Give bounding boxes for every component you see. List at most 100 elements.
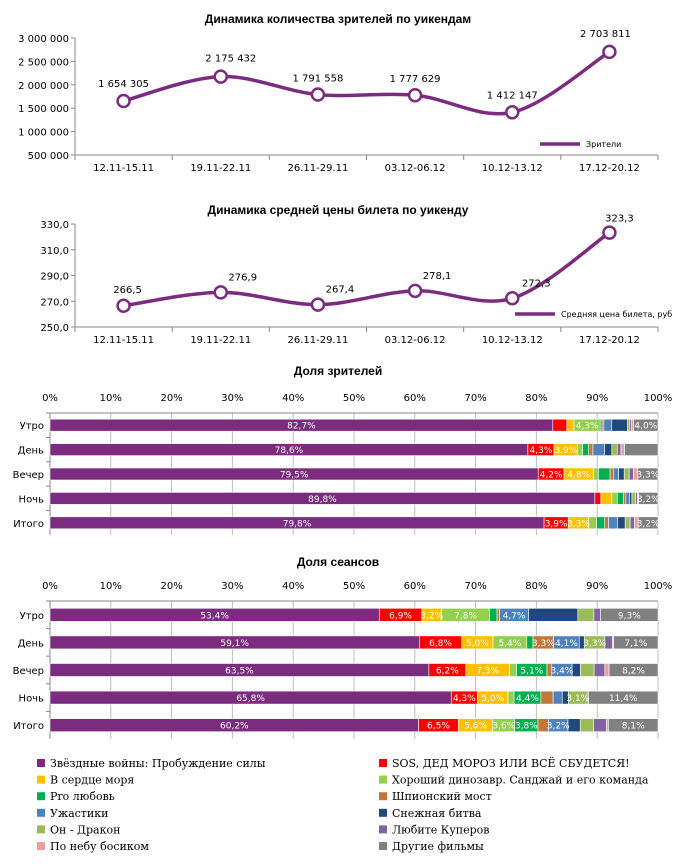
bar-segment [609, 467, 615, 481]
legend-swatch [379, 775, 387, 784]
legend-swatch [379, 825, 387, 834]
data-label: 1 791 558 [292, 74, 343, 85]
x-tick-label: 80% [525, 393, 547, 404]
category-label: Итого [13, 721, 44, 732]
bar-segment [629, 516, 635, 530]
legend-label: SOS, ДЕД МОРОЗ ИЛИ ВСЁ СБУДЕТСЯ! [392, 756, 630, 770]
data-label: 3,9% [545, 519, 568, 529]
data-label: 3,9% [554, 446, 577, 456]
x-tick-label: 50% [343, 393, 365, 404]
x-tick-label: 0% [42, 581, 58, 592]
bar-segment [598, 467, 611, 481]
legend-label: По небу босиком [50, 840, 149, 853]
bar-segment [611, 418, 628, 432]
viewers-line-chart: Динамика количества зрителей по уикендам… [18, 12, 659, 174]
x-tick-label: 10.12-13.12 [482, 163, 543, 174]
data-label: 8,2% [622, 667, 645, 677]
bar-segment [600, 492, 613, 505]
bar-segment [637, 467, 659, 481]
data-label: 3,3% [532, 639, 555, 649]
x-tick-label: 0% [42, 393, 58, 404]
bar-segment [608, 663, 659, 677]
legend-label: Хороший динозавр. Санджай и его команда [392, 774, 649, 787]
data-label: 7,3% [476, 667, 499, 677]
legend-swatch [379, 808, 387, 817]
data-label: 3,3% [567, 519, 590, 529]
bar-segment [608, 516, 619, 530]
chart-title: Динамика средней цены билета по уикенду [208, 203, 469, 217]
y-tick-label: 2 000 000 [18, 81, 69, 92]
data-label: 4,7% [503, 611, 526, 621]
x-tick-label: 90% [586, 581, 608, 592]
data-label: 8,1% [622, 722, 645, 732]
x-tick-label: 03.12-06.12 [385, 163, 446, 174]
legend-swatch [37, 759, 45, 767]
data-label: 9,3% [618, 611, 641, 621]
bar-segment [588, 690, 659, 705]
bar-segment [630, 418, 634, 432]
data-label: 78,6% [275, 446, 304, 456]
legend-label: Звёздные войны: Пробуждение силы [50, 757, 266, 770]
x-tick-label: 17.12-20.12 [579, 335, 640, 346]
y-tick-label: 310,0 [40, 246, 69, 257]
category-label: Ночь [19, 694, 45, 705]
data-label: 5,0% [481, 694, 504, 704]
data-label: 89,8% [308, 495, 337, 505]
bar-segment [604, 516, 609, 530]
data-point [213, 285, 228, 300]
x-tick-label: 60% [404, 393, 426, 404]
data-label: 6,9% [389, 611, 412, 621]
bar-segment [593, 607, 601, 622]
bar-segment [594, 492, 602, 505]
data-label: 4,3% [453, 694, 476, 704]
bar-segment [608, 718, 659, 733]
legend-label: Pro любовь [50, 790, 115, 803]
x-tick-label: 70% [464, 393, 486, 404]
data-label: 7,8% [454, 611, 477, 621]
y-tick-label: 290,0 [40, 272, 69, 283]
data-label: 272,3 [522, 278, 551, 289]
data-label: 82,7% [287, 422, 316, 432]
legend-label: В сердце моря [50, 774, 134, 787]
data-label: 5,0% [466, 639, 489, 649]
data-label: 5,1% [520, 667, 543, 677]
bar-segment [528, 607, 579, 622]
x-tick-label: 40% [282, 393, 304, 404]
data-label: 4,3% [576, 422, 599, 432]
bar-segment [617, 516, 626, 530]
y-tick-label: 2 500 000 [18, 57, 69, 68]
y-tick-label: 250,0 [40, 323, 69, 334]
data-point [116, 93, 131, 109]
data-label: 6,5% [427, 722, 450, 732]
data-label: 2 175 432 [205, 54, 256, 65]
x-tick-label: 19.11-22.11 [190, 335, 251, 346]
data-label: 3,2% [420, 611, 443, 621]
x-tick-label: 19.11-22.11 [190, 163, 251, 174]
bar-segment [616, 443, 622, 456]
data-label: 3,1% [566, 694, 589, 704]
data-label: 7,1% [624, 639, 647, 649]
x-tick-label: 26.11-29.11 [287, 163, 348, 174]
x-tick-label: 50% [343, 581, 365, 592]
y-tick-label: 500 000 [28, 151, 69, 162]
data-label: 79,5% [280, 471, 309, 481]
bar-segment [624, 443, 659, 456]
data-label: 4,3% [530, 446, 553, 456]
data-label: 79,8% [283, 519, 312, 529]
data-label: 3,2% [547, 722, 570, 732]
data-label: 276,9 [228, 272, 257, 283]
data-point [407, 283, 423, 299]
data-label: 4,4% [516, 694, 539, 704]
category-label: Утро [20, 611, 44, 622]
data-label: 5,4% [498, 639, 521, 649]
x-tick-label: 12.11-15.11 [93, 335, 154, 346]
x-tick-label: 100% [644, 393, 673, 404]
bar-segment [507, 690, 515, 705]
chart-title: Динамика количества зрителей по уикендам [205, 12, 472, 26]
bar-segment [580, 663, 595, 677]
data-label: 5,6% [464, 722, 487, 732]
bar-segment [593, 467, 599, 481]
category-label: Ночь [19, 494, 45, 505]
bar-segment [624, 516, 631, 530]
series-line [123, 231, 611, 308]
